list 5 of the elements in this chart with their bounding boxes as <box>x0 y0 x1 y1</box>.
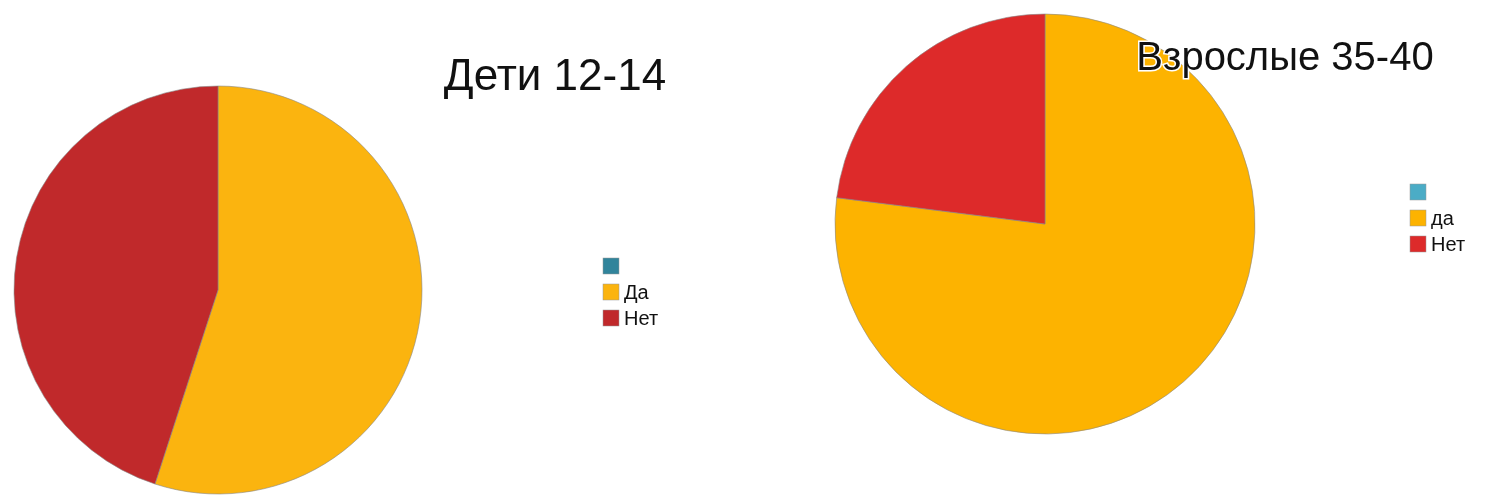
legend-label: Нет <box>1431 233 1466 255</box>
legend-label: Да <box>624 281 650 303</box>
legend-label: Нет <box>624 307 659 329</box>
chart-title: Дети 12-14 <box>443 50 667 99</box>
legend-label: да <box>1431 207 1455 229</box>
